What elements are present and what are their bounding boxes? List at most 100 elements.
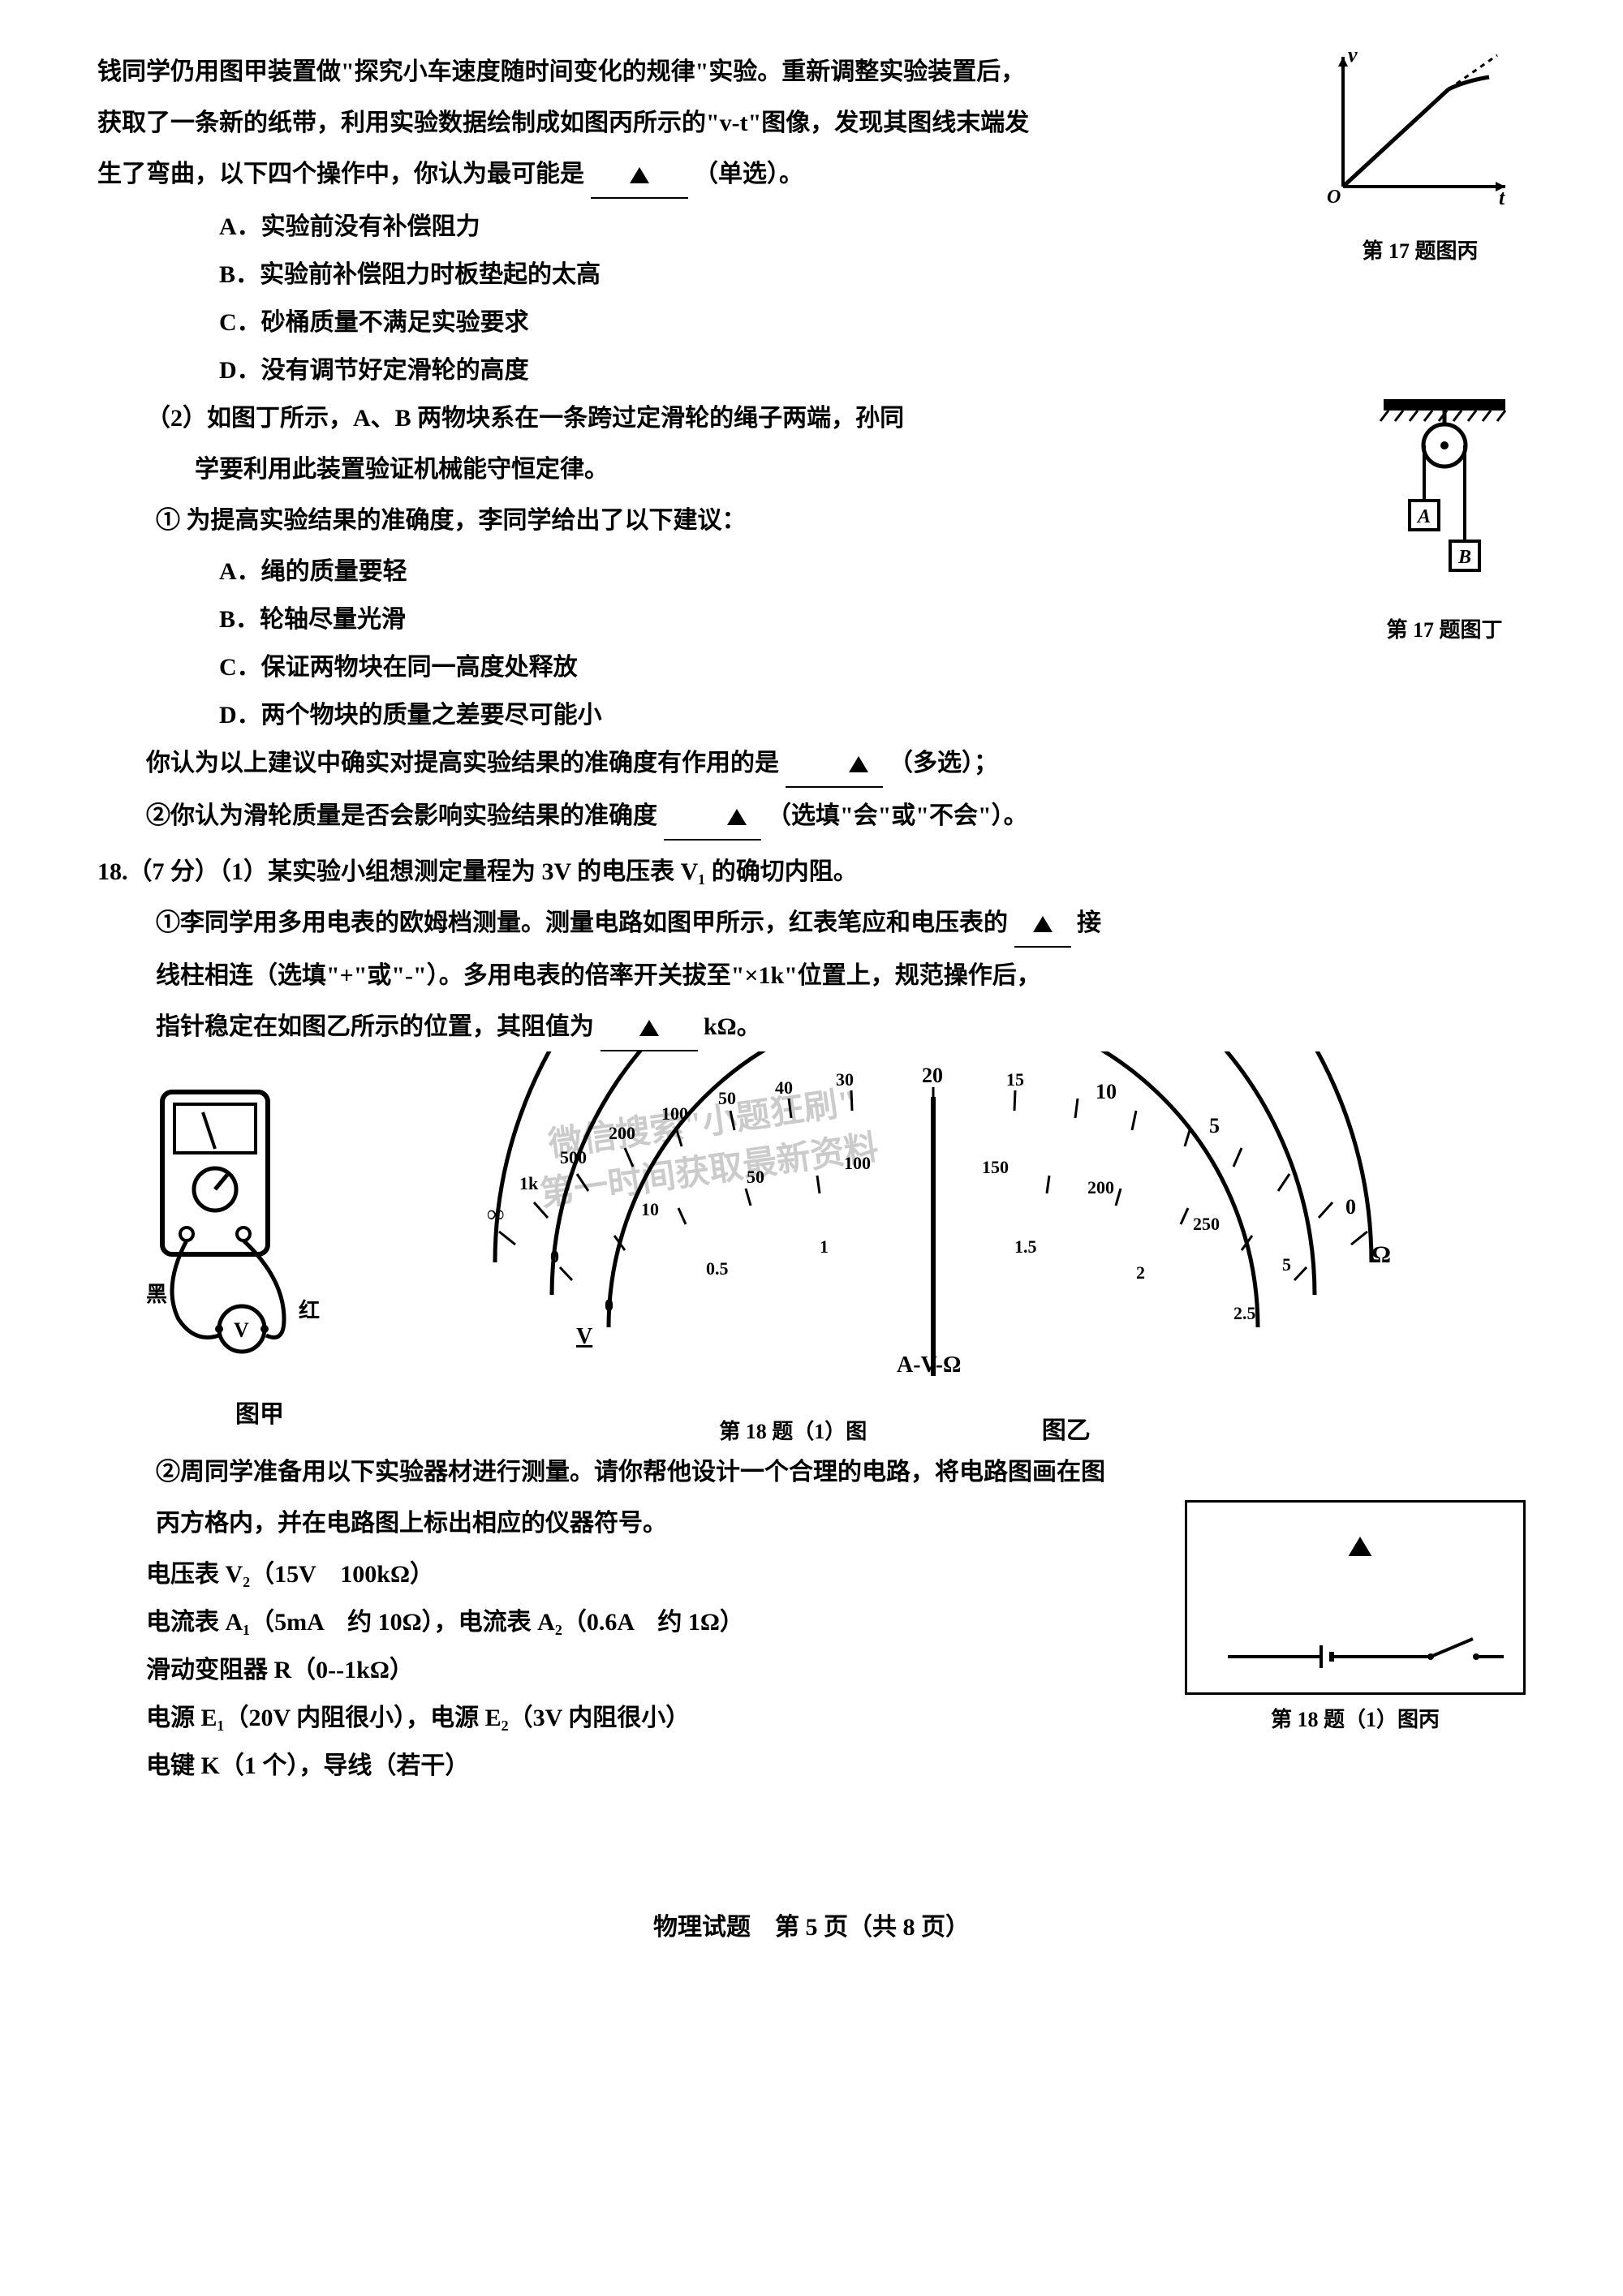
q18-section: 18.（7 分）（1）某实验小组想测定量程为 3V 的电压表 V₁ 的确切内阻。… (97, 849, 1526, 1791)
fig-bing-wrap: v t O 第 17 题图丙 (1315, 49, 1526, 271)
q17-intro1: 钱同学仍用图甲装置做"探究小车速度随时间变化的规律"实验。重新调整实验装置后， (97, 49, 1526, 95)
meter-caption: 第 18 题（1）图 (719, 1412, 979, 1451)
svg-text:40: 40 (775, 1077, 793, 1098)
q17-p2l2: 学要利用此装置验证机械能守恒定律。 (97, 446, 1526, 492)
q17-intro3a: 生了弯曲，以下四个操作中，你认为最可能是 (97, 161, 584, 187)
circuit-base-icon (1187, 1503, 1528, 1697)
jia-label: 图甲 (146, 1391, 373, 1438)
vt-graph-icon: v t O (1319, 49, 1522, 211)
svg-text:0.5: 0.5 (706, 1258, 729, 1279)
q18-l2: 线柱相连（选填"+"或"-"）。多用电表的倍率开关拔至"×1k"位置上，规范操作… (97, 952, 1526, 999)
triangle-icon (639, 1020, 659, 1036)
meter-yi: ∞ 1k 500 200 100 50 40 30 20 15 10 5 0 Ω… (446, 1051, 1420, 1454)
svg-text:1.5: 1.5 (1014, 1236, 1037, 1257)
svg-text:∞: ∞ (487, 1201, 504, 1228)
circuit-box[interactable] (1185, 1500, 1526, 1695)
footer-subject: 物理试题 (653, 1914, 751, 1941)
blank-fill[interactable] (601, 1004, 698, 1051)
meter-figs: 微信搜索"小题狂刷" 第一时间获取最新资料 V 黑 红 图甲 (97, 1060, 1526, 1433)
svg-text:Ω: Ω (1371, 1241, 1391, 1268)
svg-text:0: 0 (1345, 1195, 1356, 1219)
svg-text:150: 150 (982, 1157, 1009, 1177)
svg-text:250: 250 (1193, 1214, 1220, 1234)
blank-fill[interactable] (786, 740, 883, 788)
svg-text:200: 200 (1087, 1177, 1114, 1197)
q17-sub2b: （选填"会"或"不会"）。 (767, 802, 1028, 829)
svg-text:A-V-Ω: A-V-Ω (897, 1352, 961, 1378)
fig-bing-label: 第 17 题图丙 (1315, 231, 1526, 271)
triangle-icon (630, 167, 649, 183)
pulley-icon: A B (1375, 395, 1513, 590)
svg-text:红: 红 (299, 1298, 320, 1322)
svg-text:B: B (1457, 547, 1471, 568)
triangle-icon (1033, 916, 1053, 932)
q17-sub1q: 你认为以上建议中确实对提高实验结果的准确度有作用的是 （多选）； (97, 740, 1526, 788)
galvanometer-scale-icon: ∞ 1k 500 200 100 50 40 30 20 15 10 5 0 Ω… (446, 1051, 1420, 1392)
svg-text:v: v (1348, 49, 1358, 67)
blank-fill[interactable] (1014, 900, 1071, 948)
page-footer: 物理试题 第 5 页（共 8 页） (97, 1904, 1526, 1950)
multimeter-icon: V 黑 红 (146, 1076, 373, 1376)
svg-text:0: 0 (605, 1295, 613, 1315)
blank-fill[interactable] (591, 151, 688, 199)
q17-sub1qa: 你认为以上建议中确实对提高实验结果的准确度有作用的是 (146, 750, 779, 776)
svg-text:50: 50 (747, 1167, 764, 1187)
svg-text:V: V (234, 1318, 249, 1342)
svg-text:100: 100 (844, 1153, 871, 1173)
svg-text:2.5: 2.5 (1233, 1303, 1256, 1323)
svg-text:500: 500 (560, 1147, 587, 1167)
svg-text:V: V (576, 1324, 592, 1349)
svg-text:100: 100 (661, 1103, 688, 1124)
svg-text:5: 5 (1209, 1114, 1220, 1137)
q17-optD: D．没有调节好定滑轮的高度 (97, 347, 1526, 393)
svg-text:2: 2 (1136, 1262, 1145, 1283)
svg-text:1k: 1k (519, 1173, 539, 1193)
q17-s1C: C．保证两物块在同一高度处释放 (97, 644, 1526, 690)
q18-head: 18.（7 分）（1）某实验小组想测定量程为 3V 的电压表 V₁ 的确切内阻。 (97, 849, 1526, 895)
fig-ding-label: 第 17 题图丁 (1363, 610, 1526, 650)
q17-optC: C．砂桶质量不满足实验要求 (97, 299, 1526, 346)
svg-text:O: O (1327, 187, 1341, 208)
q17-s1B: B．轮轴尽量光滑 (97, 596, 1526, 643)
q17-sub2: ②你认为滑轮质量是否会影响实验结果的准确度 （选填"会"或"不会"）。 (97, 793, 1526, 841)
q17-s1A: A．绳的质量要轻 (97, 548, 1526, 595)
q18-l3a: 指针稳定在如图乙所示的位置，其阻值为 (156, 1013, 594, 1040)
fig-bing2-label: 第 18 题（1）图丙 (1185, 1700, 1526, 1739)
svg-text:15: 15 (1006, 1069, 1024, 1090)
q17-intro3-line: 生了弯曲，以下四个操作中，你认为最可能是 （单选）。 (97, 151, 1526, 199)
svg-text:10: 10 (641, 1199, 659, 1219)
svg-text:A: A (1416, 506, 1431, 527)
q18-p2l1: ②周同学准备用以下实验器材进行测量。请你帮他设计一个合理的电路，将电路图画在图 (97, 1449, 1526, 1495)
svg-text:30: 30 (836, 1069, 854, 1090)
q18-l3: 指针稳定在如图乙所示的位置，其阻值为 kΩ。 (97, 1004, 1526, 1051)
footer-page: 第 5 页（共 8 页） (775, 1914, 970, 1941)
svg-text:t: t (1499, 186, 1505, 209)
svg-text:50: 50 (718, 1088, 736, 1108)
svg-text:200: 200 (609, 1123, 635, 1143)
q17-optA: A．实验前没有补偿阻力 (97, 204, 1526, 250)
svg-text:20: 20 (922, 1064, 943, 1087)
q17-sub1qb: （多选）； (889, 750, 998, 776)
q17-optB: B．实验前补偿阻力时板垫起的太高 (97, 252, 1526, 298)
meter-jia: V 黑 红 图甲 (146, 1076, 373, 1438)
q17-section: v t O 第 17 题图丙 钱同学仍用图甲装置做"探究小车速度随时间变化的规律… (97, 49, 1526, 841)
q18-l1b: 接 (1077, 909, 1101, 936)
q17-sub2a: ②你认为滑轮质量是否会影响实验结果的准确度 (146, 802, 657, 829)
q18-l1: ①李同学用多用电表的欧姆档测量。测量电路如图甲所示，红表笔应和电压表的 接 (97, 900, 1526, 948)
q18-l1a: ①李同学用多用电表的欧姆档测量。测量电路如图甲所示，红表笔应和电压表的 (156, 909, 1008, 936)
svg-text:黑: 黑 (146, 1283, 167, 1306)
q17-intro2: 获取了一条新的纸带，利用实验数据绘制成如图丙所示的"v-t"图像，发现其图线末端… (97, 100, 1526, 146)
svg-text:5: 5 (1282, 1254, 1291, 1275)
yi-label: 图乙 (985, 1408, 1147, 1454)
svg-text:1: 1 (820, 1236, 829, 1257)
blank-fill[interactable] (664, 793, 761, 841)
q17-sub1-intro: ① 为提高实验结果的准确度，李同学给出了以下建议： (97, 497, 1526, 544)
fig-ding-wrap: A B 第 17 题图丁 (1363, 395, 1526, 650)
svg-text:0: 0 (550, 1246, 559, 1266)
triangle-icon (727, 809, 747, 825)
q17-s1D: D．两个物块的质量之差要尽可能小 (97, 692, 1526, 738)
equip-k: 电键 K（1 个），导线（若干） (146, 1743, 1526, 1789)
svg-text:10: 10 (1096, 1080, 1117, 1103)
q18-l3b: kΩ。 (704, 1013, 761, 1040)
triangle-icon (849, 756, 868, 772)
